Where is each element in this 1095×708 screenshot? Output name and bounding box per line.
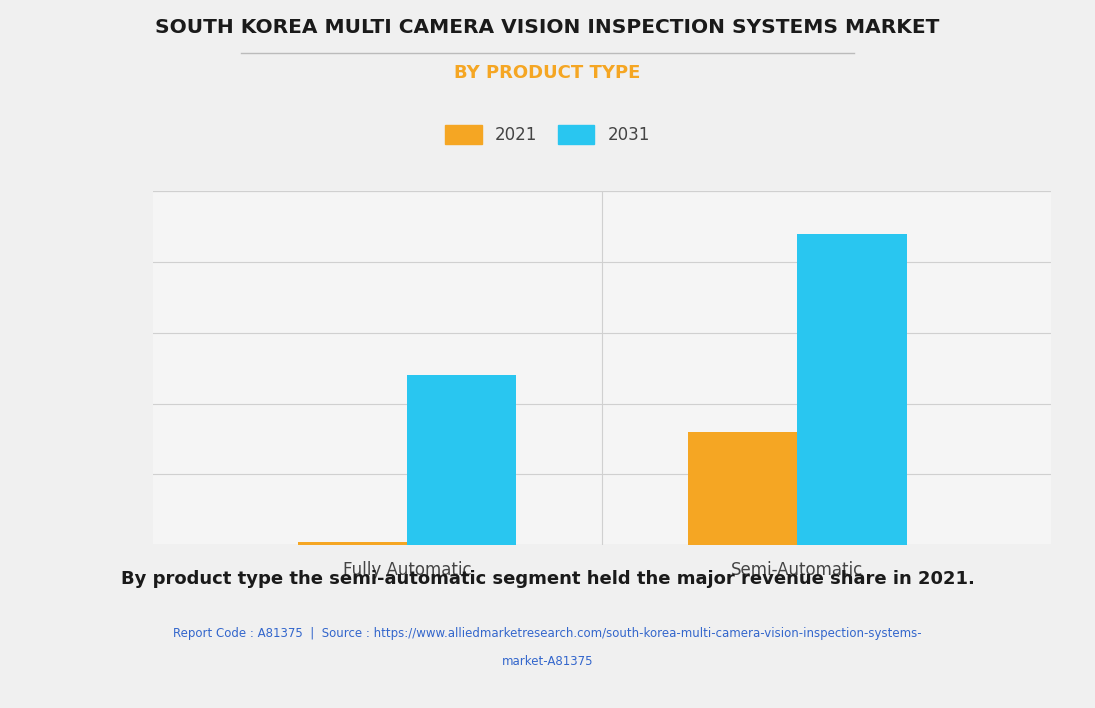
Text: SOUTH KOREA MULTI CAMERA VISION INSPECTION SYSTEMS MARKET: SOUTH KOREA MULTI CAMERA VISION INSPECTI… bbox=[155, 18, 940, 37]
Text: market-A81375: market-A81375 bbox=[502, 655, 593, 668]
Bar bbox=[298, 542, 407, 545]
Bar bbox=[407, 375, 517, 545]
Bar bbox=[688, 432, 797, 545]
Legend: 2021, 2031: 2021, 2031 bbox=[438, 118, 657, 151]
Text: Report Code : A81375  |  Source : https://www.alliedmarketresearch.com/south-kor: Report Code : A81375 | Source : https://… bbox=[173, 627, 922, 639]
Bar bbox=[797, 234, 907, 545]
Text: By product type the semi-automatic segment held the major revenue share in 2021.: By product type the semi-automatic segme… bbox=[120, 570, 975, 588]
Text: BY PRODUCT TYPE: BY PRODUCT TYPE bbox=[454, 64, 641, 81]
